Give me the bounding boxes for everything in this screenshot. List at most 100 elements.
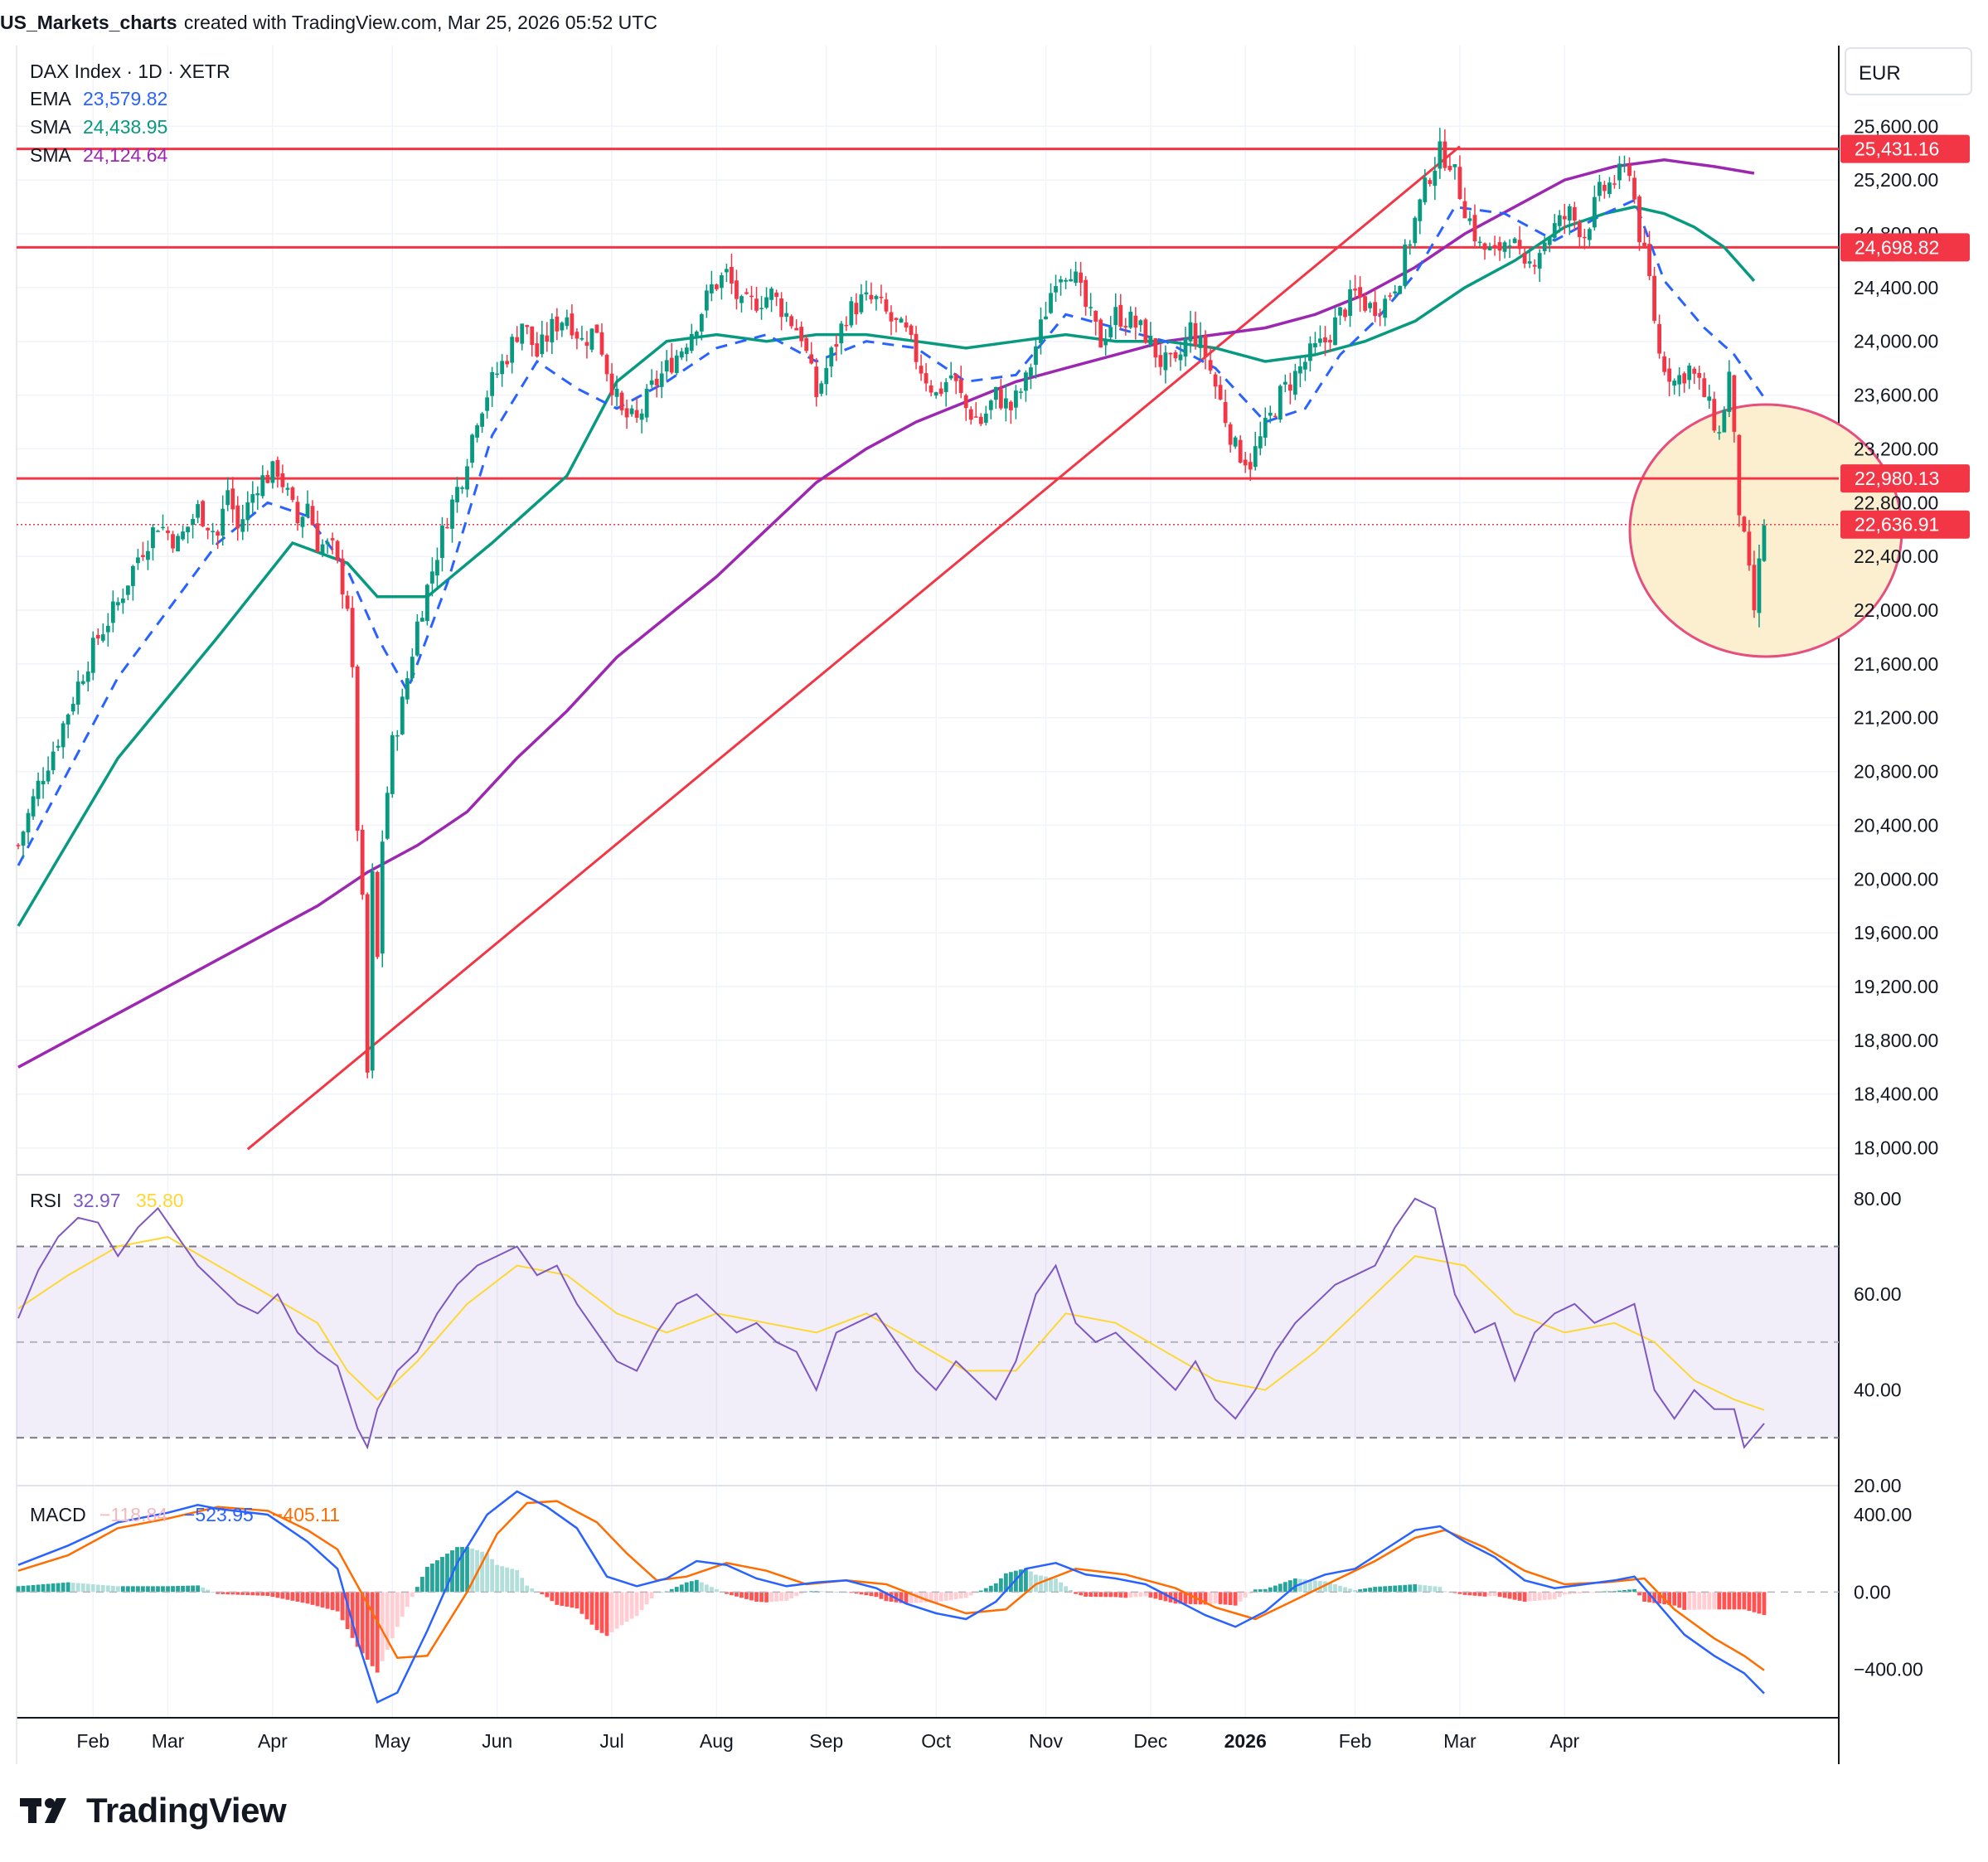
macd-histogram-bar	[545, 1592, 550, 1598]
macd-histogram-bar	[1268, 1587, 1273, 1593]
macd-histogram-bar	[125, 1586, 130, 1593]
macd-histogram-bar	[1343, 1587, 1347, 1593]
macd-histogram-bar	[191, 1585, 195, 1593]
candle	[1373, 289, 1378, 322]
currency-box[interactable]	[1845, 47, 1972, 95]
candle	[1557, 210, 1562, 233]
candle	[1487, 242, 1492, 251]
macd-histogram-bar	[1089, 1592, 1093, 1598]
macd-histogram-bar	[320, 1592, 325, 1607]
macd-histogram-bar	[315, 1592, 320, 1607]
candle	[609, 363, 614, 406]
candle	[978, 413, 983, 427]
candle	[1348, 279, 1352, 327]
macd-histogram-bar	[953, 1592, 958, 1600]
candle	[794, 319, 799, 331]
candle	[405, 671, 410, 705]
macd-histogram-bar	[510, 1569, 515, 1593]
candle	[530, 326, 535, 357]
candle	[270, 460, 275, 489]
time-axis-tick-label: Dec	[1133, 1730, 1167, 1752]
price-axis-tick-label: 19,200.00	[1854, 976, 1938, 997]
macd-histogram-bar	[201, 1587, 206, 1593]
candle	[1657, 314, 1662, 359]
candle	[1098, 318, 1103, 348]
candle	[938, 381, 943, 397]
rsi-background-band	[17, 1246, 1839, 1438]
candle	[829, 346, 834, 378]
rsi-axis-tick-label: 20.00	[1854, 1475, 1902, 1496]
macd-histogram-bar	[70, 1583, 75, 1593]
rsi-line	[17, 1197, 1765, 1450]
macd-histogram-bar	[1433, 1586, 1438, 1593]
candle	[340, 550, 345, 609]
candle	[151, 523, 155, 560]
candle	[824, 356, 829, 395]
macd-histogram-bar	[161, 1586, 165, 1593]
candle	[958, 366, 963, 399]
macd-histogram-bar	[1173, 1592, 1178, 1604]
macd-histogram-bar	[684, 1582, 689, 1593]
macd-histogram-bar	[300, 1592, 305, 1603]
macd-histogram-bar	[834, 1591, 839, 1593]
candle	[1637, 194, 1641, 251]
candle	[589, 328, 594, 353]
macd-histogram-bar	[874, 1592, 879, 1598]
macd-histogram-bar	[1029, 1571, 1033, 1593]
sma-50-line	[17, 205, 1756, 927]
tradingview-logo[interactable]: TradingView	[20, 1791, 287, 1830]
candle	[1443, 129, 1447, 172]
candle	[1507, 239, 1512, 258]
candle	[1287, 372, 1292, 405]
candle	[260, 465, 265, 499]
time-axis-tick-label: Aug	[700, 1730, 734, 1752]
macd-histogram-bar	[1093, 1592, 1098, 1598]
macd-histogram-bar	[993, 1583, 998, 1593]
candle	[295, 496, 300, 531]
time-axis-tick-label: Feb	[76, 1730, 109, 1752]
time-axis-tick-label: Jun	[482, 1730, 512, 1752]
candle	[545, 322, 550, 352]
price-axis-labels[interactable]: 18,000.00 18,400.00 18,800.00 19,200.00 19,6…	[1854, 115, 1938, 1680]
symbol-title: DAX Index · 1D · XETR	[30, 61, 230, 82]
macd-histogram-bar	[465, 1546, 469, 1593]
macd-histogram-bar	[1103, 1592, 1108, 1598]
time-axis-labels[interactable]: Feb Mar Apr May Jun Jul Aug Sep Oct Nov Dec 2026 Feb…	[76, 1730, 1579, 1752]
macd-histogram-bar	[395, 1592, 400, 1627]
macd-histogram-bar	[330, 1592, 335, 1611]
candle	[201, 499, 206, 528]
macd-histogram-bar	[1477, 1592, 1482, 1597]
candle	[51, 741, 56, 774]
uptrend-line[interactable]	[246, 145, 1461, 1151]
macd-histogram-bar	[400, 1592, 405, 1617]
candle	[1143, 318, 1148, 344]
macd-histogram-bar	[1677, 1592, 1682, 1608]
macd-histogram-bar	[235, 1592, 240, 1595]
candle	[1358, 276, 1362, 313]
macd-histogram-bar	[440, 1557, 444, 1593]
candle	[714, 283, 719, 292]
candle	[594, 324, 599, 333]
macd-histogram-bar	[340, 1592, 345, 1621]
candle	[1452, 164, 1457, 180]
candle	[1433, 157, 1438, 201]
candle	[1263, 407, 1268, 446]
macd-histogram-bar	[1323, 1581, 1327, 1593]
candle	[300, 516, 305, 538]
rsi-axis-tick-label: 60.00	[1854, 1283, 1902, 1305]
macd-histogram-bar	[1108, 1592, 1113, 1598]
candle	[1069, 269, 1073, 282]
macd-histogram-bar	[80, 1583, 85, 1593]
candle	[1438, 128, 1443, 179]
macd-signal-line	[17, 1500, 1765, 1671]
candle	[424, 583, 429, 626]
macd-histogram-bar	[1049, 1577, 1053, 1593]
macd-histogram-bar	[644, 1592, 649, 1605]
macd-histogram-bar	[505, 1567, 510, 1593]
macd-histogram-bar	[270, 1592, 275, 1598]
macd-histogram-bar	[90, 1584, 95, 1593]
candle	[1467, 211, 1472, 225]
candle	[1732, 375, 1737, 443]
macd-histogram-bar	[1682, 1592, 1687, 1610]
